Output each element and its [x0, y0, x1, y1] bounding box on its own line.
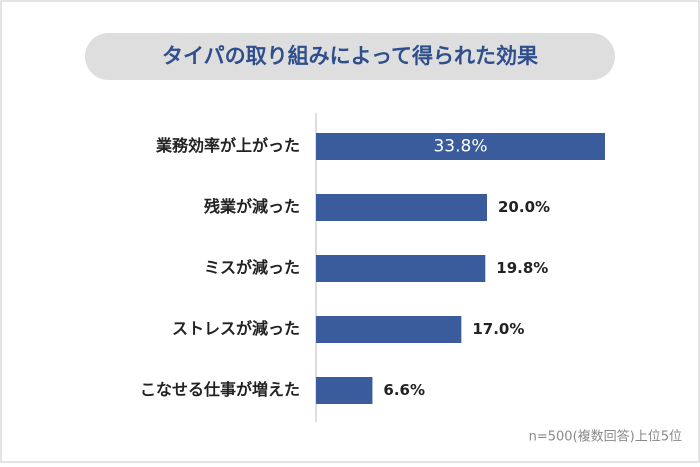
bar — [316, 377, 373, 404]
bar — [316, 255, 486, 282]
category-label: ミスが減った — [204, 258, 300, 277]
category-label: こなせる仕事が増えた — [140, 380, 300, 399]
bar — [316, 133, 605, 160]
value-label: 33.8% — [433, 137, 487, 157]
bar — [316, 194, 487, 221]
value-label: 20.0% — [498, 198, 550, 216]
chart-title: タイパの取り組みによって得られた効果 — [162, 44, 538, 68]
category-label: 業務効率が上がった — [155, 136, 300, 155]
value-label: 17.0% — [472, 320, 524, 338]
note: n=500(複数回答)上位5位 — [529, 429, 682, 445]
title-pill — [85, 33, 615, 80]
bar — [316, 316, 462, 343]
value-label: 19.8% — [496, 259, 548, 277]
category-label: ストレスが減った — [172, 319, 300, 338]
value-label: 6.6% — [383, 381, 425, 399]
category-label: 残業が減った — [204, 197, 300, 216]
